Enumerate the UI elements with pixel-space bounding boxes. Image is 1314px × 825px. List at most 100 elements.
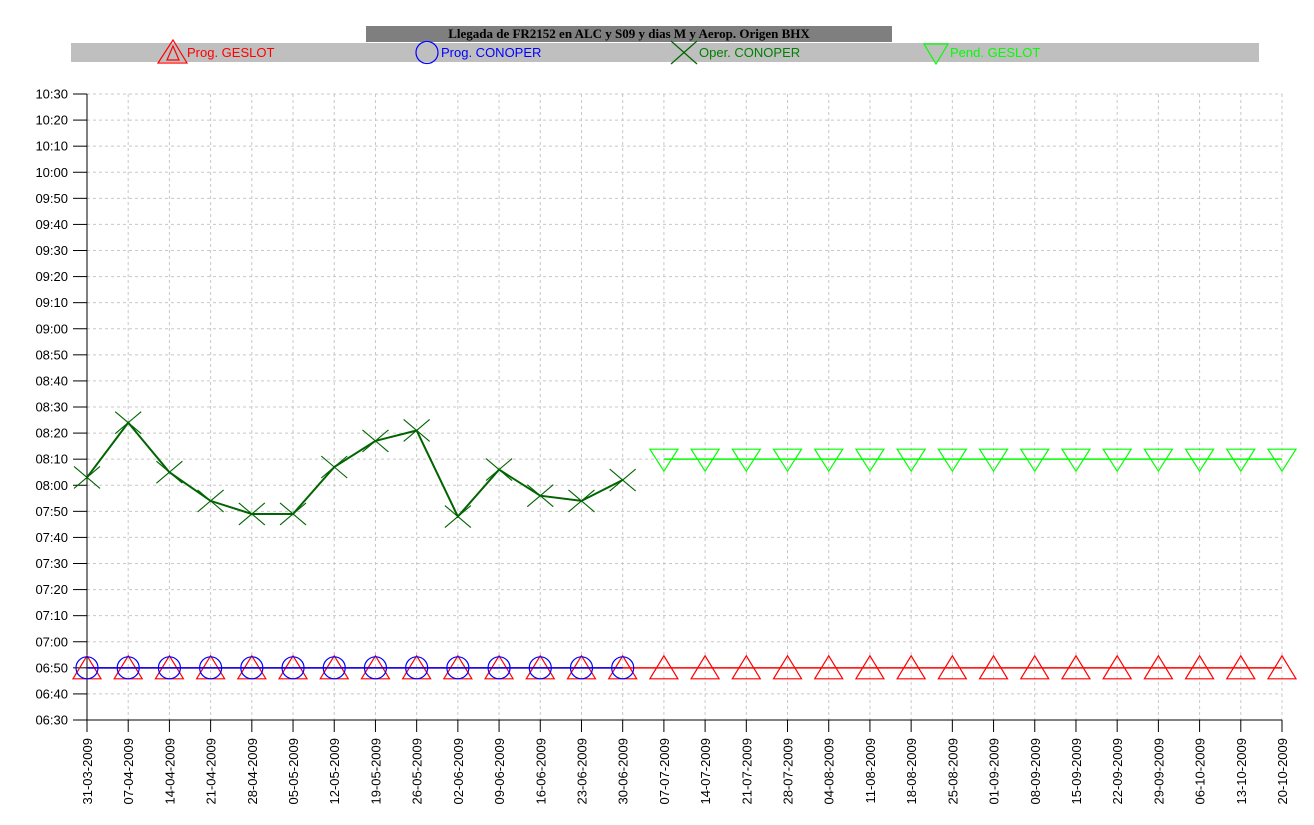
series-group xyxy=(71,411,1298,680)
circle-marker xyxy=(199,656,223,680)
circle-marker xyxy=(116,656,140,680)
y-tick-label: 07:20 xyxy=(35,582,68,597)
x-tick-label: 07-04-2009 xyxy=(121,738,136,805)
legend-item-prog-geslot: Prog. GESLOT xyxy=(156,38,274,64)
x-tick-label: 11-08-2009 xyxy=(863,738,878,804)
x-tick-label: 04-08-2009 xyxy=(822,738,837,805)
triangle-down-marker xyxy=(937,448,968,473)
triangle-down-marker xyxy=(813,448,844,473)
series-pend-geslot xyxy=(648,448,1298,473)
circle-marker xyxy=(322,656,346,680)
y-tick-label: 10:20 xyxy=(35,113,68,128)
triangle-up-marker xyxy=(1060,654,1092,680)
y-tick-label: 07:00 xyxy=(35,634,68,649)
triangle-up-icon xyxy=(156,38,189,64)
grid-lines xyxy=(87,93,1283,720)
y-tick-label: 06:30 xyxy=(35,713,68,728)
triangle-down-marker xyxy=(690,448,721,473)
triangle-up-marker xyxy=(1102,654,1133,680)
x-tick-label: 20-10-2009 xyxy=(1275,738,1290,805)
triangle-down-marker xyxy=(1143,448,1174,473)
x-tick-label: 16-06-2009 xyxy=(533,738,548,805)
x-marker-stroke xyxy=(609,468,637,492)
y-tick-label: 07:30 xyxy=(35,556,68,571)
x-tick-label: 28-04-2009 xyxy=(245,738,260,805)
x-tick-label: 06-10-2009 xyxy=(1193,738,1208,805)
y-tick-label: 09:00 xyxy=(35,321,68,336)
x-tick-label: 23-06-2009 xyxy=(574,738,589,805)
legend: Prog. GESLOT Prog. CONOPER Oper. CONOPER… xyxy=(71,38,1259,66)
series-prog-conoper xyxy=(75,656,635,680)
x-tick-label: 12-05-2009 xyxy=(327,738,342,805)
x-marker xyxy=(279,502,307,526)
x-tick-label: 26-05-2009 xyxy=(410,738,425,805)
x-mark-icon xyxy=(670,40,698,65)
y-tick-label: 07:40 xyxy=(35,530,68,545)
y-tick-label: 08:40 xyxy=(35,373,68,388)
triangle-down-marker xyxy=(1266,448,1298,473)
y-tick-label: 09:20 xyxy=(35,269,68,284)
x-tick-label: 14-07-2009 xyxy=(698,738,713,805)
y-axis-ticks: 06:30 06:40 06:50 07:00 07:10 07:20 07:30 07:40… xyxy=(35,87,87,728)
y-tick-label: 06:40 xyxy=(35,686,68,701)
legend-item-prog-conoper: Prog. CONOPER xyxy=(415,40,542,65)
x-tick-label: 07-07-2009 xyxy=(657,738,672,805)
x-tick-label: 13-10-2009 xyxy=(1234,738,1249,805)
triangle-up-marker xyxy=(1019,654,1050,680)
triangle-down-icon xyxy=(922,43,950,66)
x-marker-stroke xyxy=(362,429,389,453)
legend-item-oper-conoper: Oper. CONOPER xyxy=(670,40,801,65)
x-tick-label: 02-06-2009 xyxy=(451,738,466,805)
x-tick-label: 08-09-2009 xyxy=(1028,738,1043,805)
triangle-down-marker xyxy=(978,448,1009,473)
x-marker xyxy=(568,489,595,513)
y-tick-label: 10:00 xyxy=(35,165,68,180)
y-tick-label: 08:50 xyxy=(35,347,68,362)
x-tick-label: 05-05-2009 xyxy=(286,738,301,805)
triangle-up-marker xyxy=(648,654,679,680)
y-tick-label: 10:30 xyxy=(35,87,68,102)
triangle-down-marker xyxy=(648,448,679,473)
circle-marker xyxy=(240,656,264,680)
x-marker-stroke xyxy=(114,411,142,435)
y-tick-label: 10:10 xyxy=(35,139,68,154)
circle-marker xyxy=(528,656,552,680)
triangle-down-marker xyxy=(854,448,886,473)
x-marker-stroke xyxy=(526,484,554,508)
circle-marker xyxy=(569,656,594,680)
triangle-down-marker xyxy=(1225,448,1256,473)
triangle-up-marker xyxy=(978,654,1009,680)
y-tick-label: 09:30 xyxy=(35,243,68,258)
legend-label: Prog. CONOPER xyxy=(441,45,542,60)
x-tick-label: 21-07-2009 xyxy=(739,738,754,805)
x-marker xyxy=(526,484,554,508)
x-marker xyxy=(73,466,101,489)
x-marker xyxy=(485,458,513,482)
triangle-down-marker xyxy=(731,448,762,473)
x-marker xyxy=(403,419,431,442)
triangle-up-marker xyxy=(813,654,844,680)
x-tick-label: 29-09-2009 xyxy=(1151,738,1166,805)
legend-item-pend-geslot: Pend. GESLOT xyxy=(922,43,1041,66)
legend-label: Oper. CONOPER xyxy=(699,45,801,60)
triangle-up-marker xyxy=(772,654,803,680)
triangle-up-marker xyxy=(1184,654,1215,680)
circle-marker xyxy=(75,656,99,680)
circle-marker xyxy=(487,656,511,680)
x-marker xyxy=(238,502,266,526)
triangle-up-marker xyxy=(896,654,927,680)
x-marker-stroke xyxy=(568,489,595,513)
circle-marker xyxy=(157,656,182,680)
x-marker xyxy=(197,489,224,513)
circle-marker xyxy=(363,656,388,680)
legend-label: Pend. GESLOT xyxy=(950,45,1041,60)
y-tick-label: 06:50 xyxy=(35,660,68,675)
x-marker xyxy=(444,505,472,528)
x-tick-label: 09-06-2009 xyxy=(492,738,507,805)
y-tick-label: 09:50 xyxy=(35,191,68,206)
y-tick-label: 08:00 xyxy=(35,478,68,493)
triangle-up-marker xyxy=(731,654,762,680)
triangle-up-marker xyxy=(854,654,885,680)
triangle-down-marker xyxy=(1184,448,1215,473)
